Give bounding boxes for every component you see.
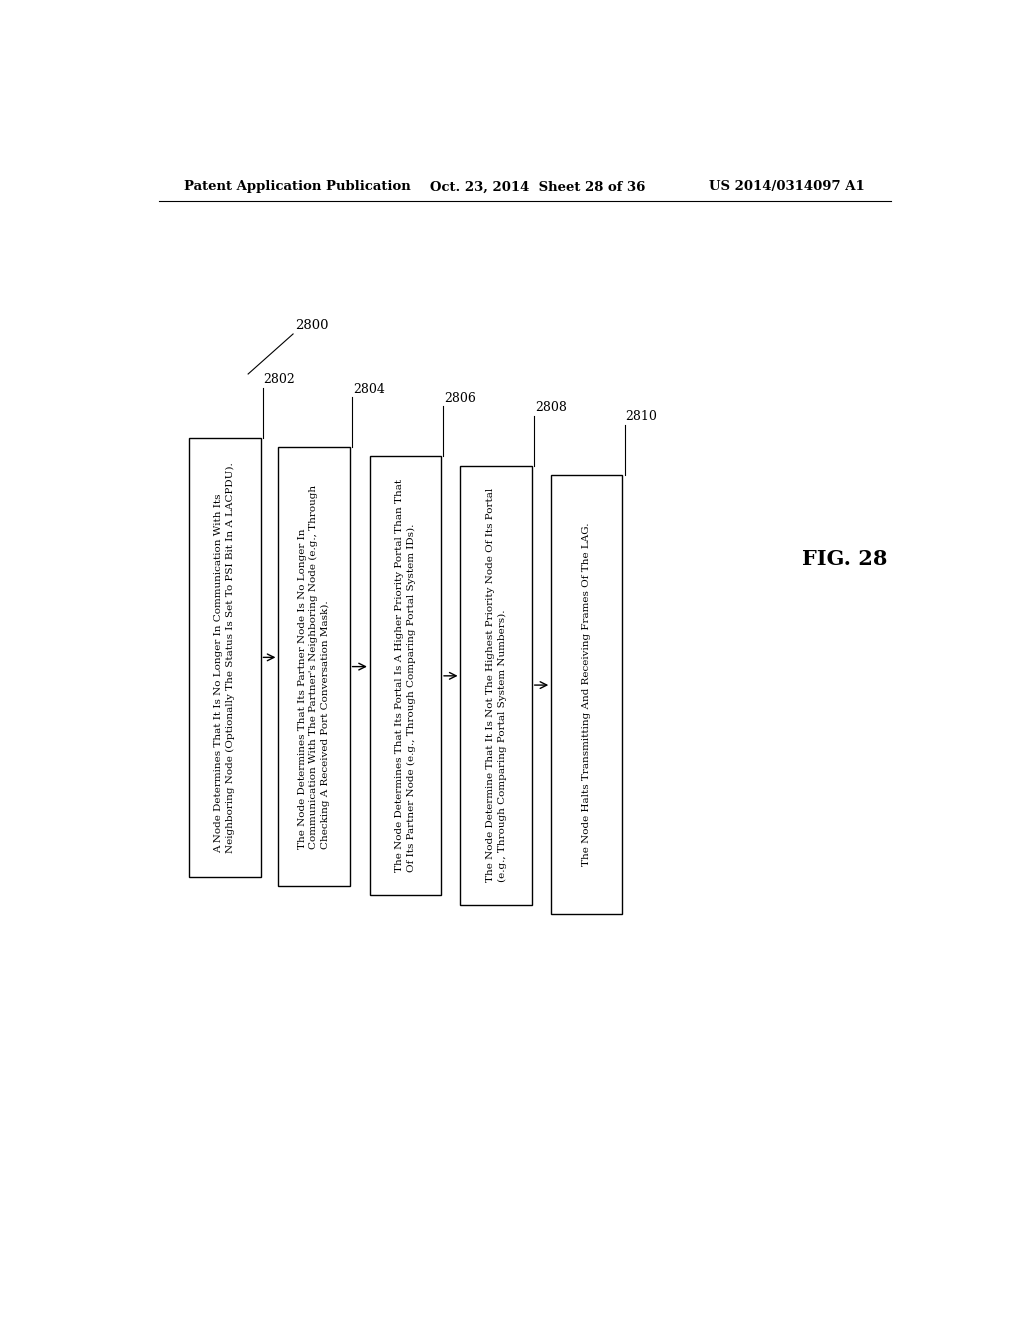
Text: FIG. 28: FIG. 28 xyxy=(802,549,888,569)
Text: The Node Determines That Its Partner Node Is No Longer In
Communication With The: The Node Determines That Its Partner Nod… xyxy=(298,484,331,849)
Text: US 2014/0314097 A1: US 2014/0314097 A1 xyxy=(710,181,865,194)
Text: 2806: 2806 xyxy=(444,392,476,405)
Bar xyxy=(279,447,349,886)
Text: The Node Halts Transmitting And Receiving Frames Of The LAG.: The Node Halts Transmitting And Receivin… xyxy=(583,523,591,866)
Text: 2808: 2808 xyxy=(535,401,566,414)
Text: The Node Determine That It Is Not The Highest Priority Node Of Its Portal
(e.g.,: The Node Determine That It Is Not The Hi… xyxy=(485,488,507,882)
Bar xyxy=(551,475,623,913)
Bar xyxy=(461,466,531,904)
Text: 2802: 2802 xyxy=(263,374,295,387)
Bar xyxy=(370,457,441,895)
Bar xyxy=(189,438,260,876)
Text: 2804: 2804 xyxy=(352,383,385,396)
Text: 2800: 2800 xyxy=(295,318,328,331)
Text: 2810: 2810 xyxy=(626,411,657,424)
Text: A Node Determines That It Is No Longer In Communication With Its
Neighboring Nod: A Node Determines That It Is No Longer I… xyxy=(214,462,236,853)
Text: Patent Application Publication: Patent Application Publication xyxy=(183,181,411,194)
Text: Oct. 23, 2014  Sheet 28 of 36: Oct. 23, 2014 Sheet 28 of 36 xyxy=(430,181,645,194)
Text: The Node Determines That Its Portal Is A Higher Priority Portal Than That
Of Its: The Node Determines That Its Portal Is A… xyxy=(395,479,416,873)
